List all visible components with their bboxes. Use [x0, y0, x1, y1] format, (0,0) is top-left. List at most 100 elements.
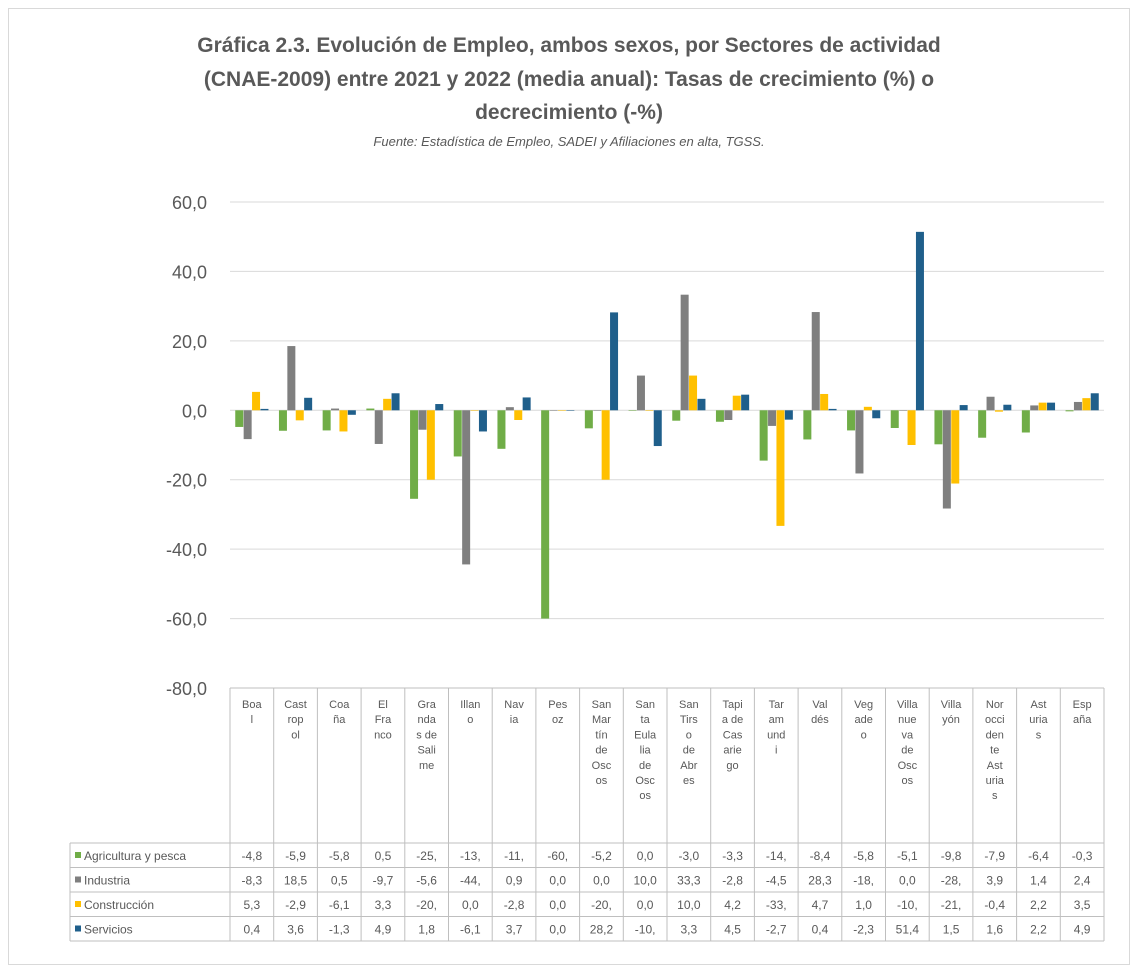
category-label: Villa [941, 699, 962, 711]
y-tick-label: 40,0 [172, 262, 207, 282]
category-label: Sali [417, 745, 435, 757]
data-label: 4,5 [724, 923, 741, 937]
legend-label: Agricultura y pesca [84, 849, 186, 863]
category-label: Illan [460, 699, 480, 711]
category-label: Esp [1073, 699, 1092, 711]
data-label: 18,5 [284, 874, 308, 888]
data-label: -2,9 [285, 898, 306, 912]
data-label: -3,0 [679, 849, 700, 863]
data-label: 0,5 [331, 874, 348, 888]
bar [811, 312, 820, 411]
bar [942, 410, 951, 509]
category-label: San [635, 699, 655, 711]
bar [636, 375, 645, 411]
data-label: -9,7 [373, 874, 394, 888]
category-label: oz [552, 714, 564, 726]
bar [601, 410, 610, 480]
data-label: 0,0 [637, 898, 654, 912]
category-label: o [861, 729, 867, 741]
bar [697, 398, 706, 411]
bar [672, 410, 681, 421]
bar [915, 231, 924, 411]
bar [235, 410, 244, 427]
bar [610, 312, 619, 411]
bar [522, 397, 531, 411]
category-label: de [901, 745, 913, 757]
category-label: s de [416, 729, 437, 741]
data-label: 3,5 [1074, 898, 1091, 912]
data-label: 10,0 [677, 898, 701, 912]
bar [863, 406, 872, 411]
data-label: 0,0 [593, 874, 610, 888]
category-label: occi [985, 714, 1005, 726]
bar [410, 410, 419, 499]
data-label: -21, [941, 898, 962, 912]
y-tick-label: -80,0 [166, 679, 207, 699]
legend-key [75, 925, 81, 932]
data-label: -5,8 [329, 849, 350, 863]
bar [959, 405, 968, 411]
category-label: l [251, 714, 253, 726]
bar [1038, 402, 1047, 411]
data-label: 0,9 [506, 874, 523, 888]
category-label: den [986, 729, 1004, 741]
category-label: am [769, 714, 784, 726]
bar [986, 396, 995, 411]
category-label: und [767, 729, 785, 741]
data-label: -10, [897, 898, 918, 912]
category-label: lia [640, 745, 652, 757]
data-label: 2,2 [1030, 898, 1047, 912]
bar [741, 394, 750, 411]
bar [462, 410, 471, 565]
data-label: 0,0 [549, 898, 566, 912]
legend-label: Servicios [84, 923, 133, 937]
data-label: 1,4 [1030, 874, 1047, 888]
category-label: Ast [1030, 699, 1046, 711]
bar [890, 410, 899, 428]
legend-key [75, 901, 81, 907]
data-label: -13, [460, 849, 481, 863]
category-label: es [683, 775, 695, 787]
data-label: -2,7 [766, 923, 787, 937]
data-label: 4,9 [375, 923, 392, 937]
data-label: 4,2 [724, 898, 741, 912]
data-label: 3,9 [986, 874, 1003, 888]
category-label: Abr [680, 760, 697, 772]
category-label: rop [288, 714, 304, 726]
data-label: 1,6 [986, 923, 1003, 937]
category-label: a de [722, 714, 743, 726]
data-label: 0,0 [899, 874, 916, 888]
data-label: 3,3 [375, 898, 392, 912]
category-label: ol [291, 729, 300, 741]
legend-key [75, 852, 81, 858]
category-label: Tirs [680, 714, 698, 726]
data-label: -5,9 [285, 849, 306, 863]
category-label: Tapi [722, 699, 742, 711]
y-tick-label: 20,0 [172, 332, 207, 352]
data-label: -5,1 [897, 849, 918, 863]
bar [478, 410, 487, 432]
category-label: va [902, 729, 915, 741]
bar [295, 410, 304, 421]
chart-title-line-3: decrecimiento (-%) [475, 101, 663, 124]
data-label: 5,3 [244, 898, 261, 912]
bar [689, 375, 698, 411]
data-label: -4,5 [766, 874, 787, 888]
bar [566, 410, 575, 411]
category-label: Mar [592, 714, 611, 726]
y-tick-label: -60,0 [166, 610, 207, 630]
bar [557, 410, 566, 411]
category-label: s [992, 790, 998, 802]
bar [1003, 404, 1012, 411]
bar [453, 410, 462, 457]
bar [855, 410, 864, 474]
category-label: Boa [242, 699, 262, 711]
data-label: -8,3 [242, 874, 263, 888]
data-label: -2,3 [853, 923, 874, 937]
category-label: Nav [504, 699, 524, 711]
data-label: -9,8 [941, 849, 962, 863]
bar [514, 410, 523, 421]
data-label: -0,3 [1072, 849, 1093, 863]
y-tick-label: -40,0 [166, 540, 207, 560]
data-label: 1,5 [943, 923, 960, 937]
